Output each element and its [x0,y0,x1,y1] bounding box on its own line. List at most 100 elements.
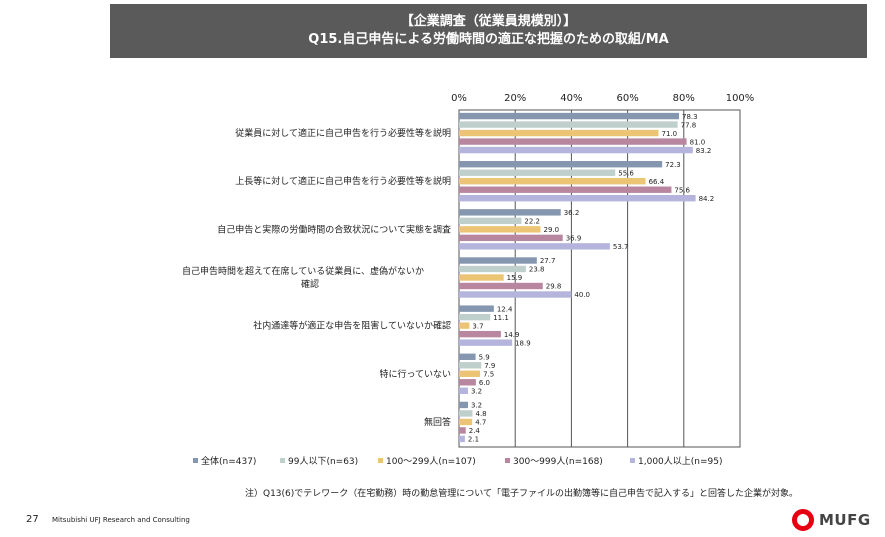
x-tick-label: 40% [560,93,582,104]
legend-label: 99人以下(n=63) [288,456,358,467]
legend: 全体(n=437) 99人以下(n=63) 100～299人(n=107) 300～9… [193,455,723,467]
bar [459,257,537,264]
footnote: 注）Q13(6)でテレワーク（在宅勤務）時の勤怠管理について「電子ファイルの出勤… [245,489,799,499]
category-label: 自己申告時間を超えて在席している従業員に、虚偽がないか [182,265,424,277]
bar-value-label: 2.4 [469,427,481,435]
bar-value-label: 15.9 [507,274,523,282]
legend-label: 1,000人以上(n=95) [638,456,723,467]
bar [459,138,687,145]
bar-value-label: 29.8 [546,283,562,291]
bar-value-label: 36.2 [564,209,580,217]
bar [459,186,672,193]
bar [459,112,680,120]
bar-value-label: 3.2 [471,387,482,395]
bar [459,330,501,338]
slide-subtitle: Q15.自己申告による労働時間の適正な把握のための取組/MA [308,32,669,47]
x-tick-label: 20% [504,93,526,104]
bar-value-label: 12.4 [497,305,513,313]
bar-value-label: 14.9 [504,331,520,339]
mufg-logo-text: MUFG [819,511,871,529]
legend-label: 300～999人(n=168) [513,456,603,467]
bar [459,129,659,137]
bar-value-label: 81.0 [690,138,706,146]
bar [459,169,616,176]
bar-value-label: 2.1 [468,436,479,444]
category-label: 社内通達等が適正な申告を阻害していないか確認 [253,320,451,332]
bar [459,401,468,409]
category-label: 従業員に対して適正に自己申告を行う必要性等を説明 [235,127,451,139]
bar-value-label: 3.7 [472,322,483,330]
bar [459,146,693,154]
bar-value-label: 55.6 [618,169,634,177]
category-label: 自己申告と実際の労働時間の合致状況について実態を調査 [217,223,451,235]
bar-value-label: 23.8 [529,266,545,274]
x-tick-label: 80% [673,93,695,104]
bar [459,370,481,377]
x-axis-ticks: 0% 20% 40% 60% 80% 100% [451,93,754,104]
x-tick-label: 100% [726,93,755,104]
bar [459,418,473,426]
value-labels: 78.377.871.0 81.083.2 72.3 55.6 66.4 75.6 84.2… [468,113,714,444]
bar-value-label: 4.7 [475,419,486,427]
bar-value-label: 29.0 [543,226,559,234]
bar-value-label: 75.6 [674,186,690,194]
bar-value-label: 72.3 [665,161,681,169]
bar [459,353,476,360]
slide-title-band: 【企業調査（従業員規模別）】 Q15.自己申告による労働時間の適正な把握のための… [110,4,867,58]
company-name: Mitsubishi UFJ Research and Consulting [52,516,190,524]
bar [459,410,473,417]
bar-value-label: 66.4 [649,178,665,186]
bar [459,313,491,321]
bar-value-label: 36.9 [566,235,582,243]
bar-value-label: 7.9 [484,362,495,370]
bar [459,217,522,225]
bar [459,282,543,290]
bar [459,387,468,394]
legend-swatch [280,458,285,463]
bar-value-label: 53.7 [613,243,629,251]
bar [459,195,696,202]
bar [459,226,541,233]
bar-value-label: 11.1 [493,314,509,322]
legend-swatch [630,458,635,463]
bar [459,379,476,386]
bar [459,243,610,250]
bar [459,435,465,443]
bar-value-label: 27.7 [540,257,556,265]
category-label: 上長等に対して適正に自己申告を行う必要性等を説明 [235,175,451,187]
legend-label: 全体(n=437) [201,455,256,467]
bar [459,322,470,329]
mufg-logo-icon [792,509,814,531]
mufg-logo: MUFG [792,508,871,532]
bar-value-label: 4.8 [475,410,486,418]
bar-value-label: 3.2 [471,402,482,410]
bar-value-label: 71.0 [662,130,678,138]
legend-label: 100～299人(n=107) [386,456,476,467]
bar-value-label: 78.3 [682,113,698,121]
bar-value-label: 22.2 [524,218,540,226]
bar [459,274,504,281]
category-labels: 従業員に対して適正に自己申告を行う必要性等を説明上長等に対して適正に自己申告を行… [182,127,451,428]
bar [459,427,466,434]
category-label: 無回答 [424,416,451,428]
bar [459,178,646,185]
legend-swatch [378,458,383,463]
bar [459,265,526,273]
bar-chart: 0% 20% 40% 60% 80% 100% 従業員に対して適正に自己申告を行う必要性等… [182,93,754,467]
bar [459,234,563,242]
slide-title: 【企業調査（従業員規模別）】 [400,14,577,29]
bar [459,362,482,369]
legend-swatch [505,458,510,463]
bar [459,305,494,312]
bar-value-label: 6.0 [479,379,490,387]
bar [459,161,663,168]
x-tick-label: 0% [451,93,467,104]
bar-value-label: 18.9 [515,339,531,347]
bar [459,209,561,216]
x-tick-label: 60% [616,93,638,104]
category-label: 特に行っていない [379,368,451,380]
bar [459,121,678,128]
bar-value-label: 40.0 [574,291,590,299]
category-label: 確認 [301,278,319,290]
legend-swatch [193,458,198,463]
